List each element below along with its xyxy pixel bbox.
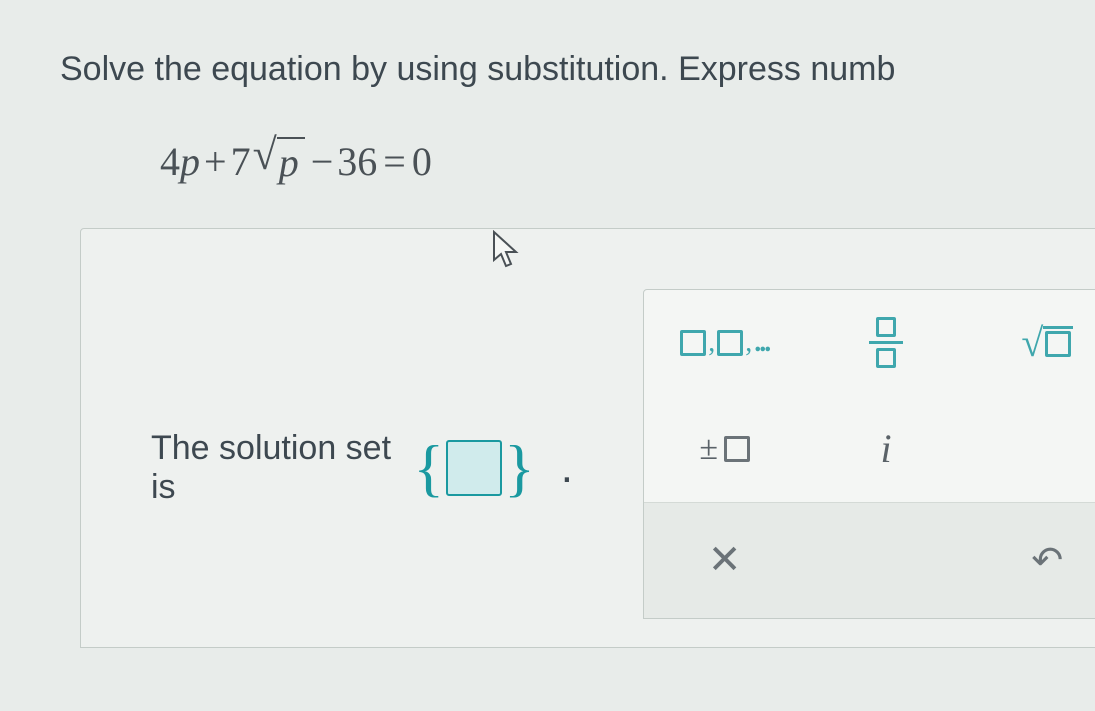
placeholder-box-icon [876, 348, 896, 368]
question-text: Solve the equation by using substitution… [60, 50, 1095, 89]
sqrt-placeholder [1043, 326, 1073, 359]
palette-undo-button[interactable]: ↶ [967, 502, 1095, 618]
answer-panel: The solution set is { } . , , ... [80, 228, 1095, 648]
placeholder-box-icon [717, 330, 743, 356]
solution-label: The solution set is [151, 429, 395, 507]
eq-sqrt: √ p [253, 137, 305, 186]
eq-const: 36 [337, 138, 377, 185]
eq-term2-coef: 7 [231, 138, 251, 185]
placeholder-box-icon [724, 436, 750, 462]
palette-empty [967, 396, 1095, 502]
set-braces: { } [413, 431, 534, 505]
palette-plusminus-button[interactable]: ± [644, 396, 805, 502]
palette-spacer [805, 502, 966, 618]
undo-icon: ↶ [1031, 538, 1063, 583]
eq-zero: 0 [412, 138, 432, 185]
placeholder-box-icon [876, 317, 896, 337]
eq-plus: + [204, 138, 227, 185]
placeholder-box-icon [680, 330, 706, 356]
fraction-bar-icon [869, 341, 903, 344]
palette-fraction-button[interactable] [805, 290, 966, 396]
palette-clear-button[interactable]: ✕ [644, 502, 805, 618]
eq-equals: = [383, 138, 406, 185]
brace-right-icon: } [504, 431, 535, 505]
eq-radicand: p [277, 137, 305, 186]
period: . [561, 443, 573, 493]
eq-minus: − [311, 138, 334, 185]
palette-imaginary-button[interactable]: i [805, 396, 966, 502]
brace-left-icon: { [413, 431, 444, 505]
palette-sqrt-button[interactable]: √ [967, 290, 1095, 396]
x-icon: ✕ [708, 537, 742, 583]
equation-display: 4 p + 7 √ p − 36 = 0 [160, 137, 1095, 186]
list-sep2: , [745, 327, 752, 359]
pm-sign: ± [699, 430, 718, 468]
list-sep: , [708, 327, 715, 359]
sqrt-sign-icon: √ [253, 137, 277, 172]
placeholder-box-icon [1045, 331, 1071, 357]
list-dots: ... [754, 327, 769, 359]
solution-line: The solution set is { } . [151, 299, 573, 637]
math-palette: , , ... √ ± i ✕ [643, 289, 1095, 619]
answer-input[interactable] [446, 440, 502, 496]
eq-term1-var: p [180, 138, 200, 185]
i-label: i [880, 425, 891, 472]
eq-term1-coef: 4 [160, 138, 180, 185]
palette-list-button[interactable]: , , ... [644, 290, 805, 396]
sqrt-sign-icon: √ [1021, 319, 1043, 366]
